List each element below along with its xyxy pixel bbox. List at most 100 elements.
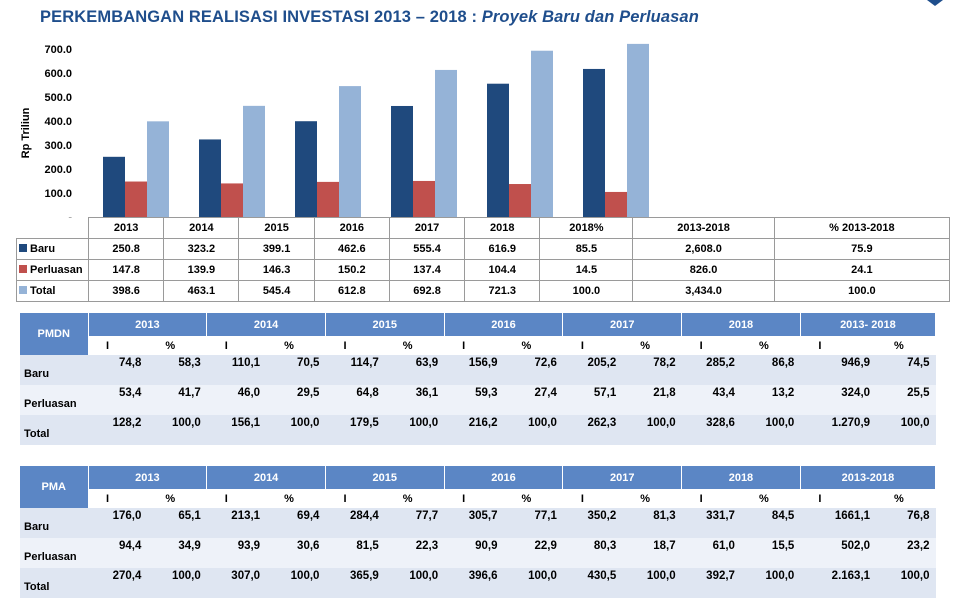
bar-baru-2016 xyxy=(391,105,413,217)
table-row: Baru 176,0 65,1 213,1 69,4 284,4 77,7 305,7 77,1… xyxy=(20,508,936,538)
table-cell: 80,3 xyxy=(562,538,623,568)
table-cell: 76,8 xyxy=(876,508,936,538)
table-cell: 85.5 xyxy=(539,238,634,260)
column-header: 2016 xyxy=(313,217,390,239)
table-cell: 350,2 xyxy=(562,508,623,538)
bar-chart: Rp Triliun - 100.0 200.0 300.0 400.0 500.0 600… xyxy=(20,43,664,218)
sub-header: I xyxy=(444,336,504,355)
table-cell: 205,2 xyxy=(562,355,623,385)
bar-perluasan-2018 xyxy=(605,191,627,217)
sub-header: I xyxy=(325,489,385,508)
column-header: 2017 xyxy=(388,217,466,239)
year-header: 2015 xyxy=(324,313,445,336)
table-cell: 13,2 xyxy=(740,385,801,415)
table-cell: 34,9 xyxy=(147,538,207,568)
table-cell: 57,1 xyxy=(562,385,623,415)
table-cell: 1.270,9 xyxy=(800,415,877,445)
table-row: Total 398.6 463.1 545.4 612.8 692.8 721.3 100.0… xyxy=(16,280,951,302)
table-cell: 100,0 xyxy=(503,568,563,598)
sub-header: % xyxy=(147,336,207,355)
row-label: Baru xyxy=(20,508,88,538)
table-cell: 75.9 xyxy=(773,238,951,260)
table-cell: 70,5 xyxy=(266,355,326,385)
table-cell: 21,8 xyxy=(622,385,682,415)
table-cell: 94,4 xyxy=(88,538,148,568)
table-row: Perluasan 147.8 139.9 146.3 150.2 137.4 104.4 1… xyxy=(16,259,951,281)
sub-header: % xyxy=(503,336,563,355)
sub-header: I xyxy=(800,336,877,355)
sub-header: % xyxy=(266,489,326,508)
table-cell: 323.2 xyxy=(163,238,240,260)
bar-baru-2015 xyxy=(295,121,317,217)
y-tick-label: 500.0 xyxy=(44,92,72,104)
table-row: Baru 250.8 323.2 399.1 462.6 555.4 616.9 85.5 2,… xyxy=(16,238,951,260)
bar-perluasan-2015 xyxy=(317,181,339,217)
table-cell: 74,8 xyxy=(88,355,148,385)
table-cell: 100,0 xyxy=(740,415,801,445)
table-cell: 324,0 xyxy=(800,385,877,415)
legend-swatch xyxy=(19,265,27,274)
table-cell: 46,0 xyxy=(206,385,267,415)
sub-header: I xyxy=(325,336,385,355)
table-cell: 612.8 xyxy=(313,280,390,302)
sub-header: % xyxy=(740,336,801,355)
table-cell: 331,7 xyxy=(681,508,741,538)
y-tick-label: 400.0 xyxy=(44,116,72,128)
table-cell: 53,4 xyxy=(88,385,148,415)
table-cell: 100.0 xyxy=(539,280,634,302)
table-cell: 100,0 xyxy=(266,415,326,445)
table-cell: 22,3 xyxy=(384,538,445,568)
table-cell: 18,7 xyxy=(622,538,682,568)
bar-baru-2014 xyxy=(199,139,221,217)
table-cell: 93,9 xyxy=(206,538,267,568)
table-cell: 100,0 xyxy=(876,415,936,445)
table-cell: 104.4 xyxy=(464,259,541,281)
row-label: Total xyxy=(20,415,88,445)
table-cell: 77,7 xyxy=(384,508,445,538)
column-header: % 2013-2018 xyxy=(773,217,951,239)
table-cell: 100,0 xyxy=(622,568,682,598)
table-cell: 84,5 xyxy=(740,508,801,538)
table-cell: 27,4 xyxy=(503,385,563,415)
table-cell: 545.4 xyxy=(238,280,315,302)
chart-bars xyxy=(103,43,649,218)
table-cell: 2,608.0 xyxy=(632,238,775,260)
table-row: Perluasan 53,4 41,7 46,0 29,5 64,8 36,1 59,3 27,… xyxy=(20,385,936,415)
page-title: PERKEMBANGAN REALISASI INVESTASI 2013 – … xyxy=(40,8,699,27)
table-cell: 100,0 xyxy=(147,568,207,598)
bar-total-2015 xyxy=(339,86,361,217)
table-cell: 307,0 xyxy=(206,568,267,598)
table-cell: 15,5 xyxy=(740,538,801,568)
title-main: PERKEMBANGAN REALISASI INVESTASI 2013 – … xyxy=(40,8,478,26)
row-label: Perluasan xyxy=(20,538,88,568)
table-cell: 100,0 xyxy=(384,415,445,445)
table-cell: 25,5 xyxy=(876,385,936,415)
row-label: Perluasan xyxy=(20,385,88,415)
table-cell: 100,0 xyxy=(876,568,936,598)
table-cell: 24.1 xyxy=(773,259,951,281)
table-cell: 156,9 xyxy=(444,355,504,385)
sub-header: I xyxy=(444,489,504,508)
table-cell: 365,9 xyxy=(325,568,385,598)
sub-header: % xyxy=(266,336,326,355)
table-cell: 213,1 xyxy=(206,508,267,538)
table-cell: 114,7 xyxy=(325,355,385,385)
sub-header: I xyxy=(88,489,148,508)
bar-perluasan-2017 xyxy=(509,184,531,217)
table-cell: 41,7 xyxy=(147,385,207,415)
table-cell: 146.3 xyxy=(238,259,315,281)
table-cell: 81,3 xyxy=(622,508,682,538)
sub-header: I xyxy=(562,336,623,355)
table-cell: 64,8 xyxy=(325,385,385,415)
title-subtitle: Proyek Baru dan Perluasan xyxy=(481,8,699,26)
table-cell: 72,6 xyxy=(503,355,563,385)
table-cell: 147.8 xyxy=(87,259,165,281)
column-header: 2014 xyxy=(163,217,240,239)
legend-label: Total xyxy=(30,285,56,297)
y-tick-label: 700.0 xyxy=(44,44,72,56)
pmdn-table: PMDN 2013 2014 2015 2016 2017 2018 2013- 2018 I%… xyxy=(20,313,937,445)
table-row: Baru 74,8 58,3 110,1 70,5 114,7 63,9 156,9 72,6 2… xyxy=(20,355,936,385)
table-cell: 81,5 xyxy=(325,538,385,568)
table-cell: 150.2 xyxy=(313,259,390,281)
table-cell: 692.8 xyxy=(388,280,466,302)
